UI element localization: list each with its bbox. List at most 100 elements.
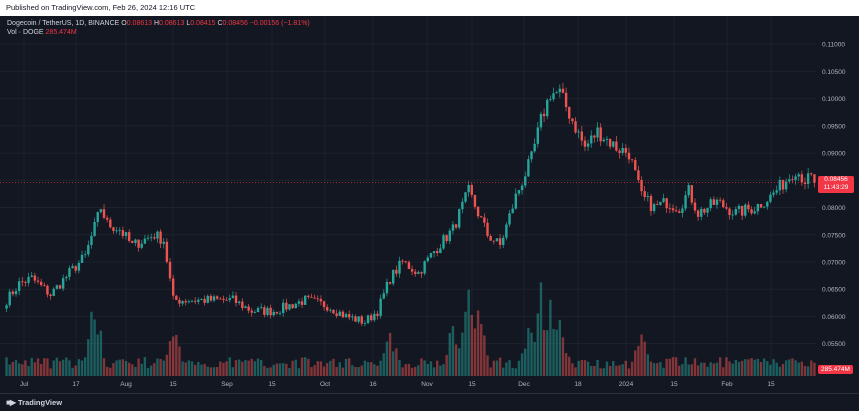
chart-area[interactable]: 0.110000.105000.100000.095000.090000.085… <box>0 16 859 393</box>
volume-bar <box>634 350 637 376</box>
volume-bar <box>678 365 681 376</box>
candle-body <box>225 299 228 301</box>
candle-body <box>52 288 55 296</box>
candle-body <box>762 206 766 208</box>
volume-bar <box>429 361 433 376</box>
candle-body <box>612 141 615 147</box>
candle-body <box>684 195 687 209</box>
volume-bar <box>39 363 43 376</box>
candle-body <box>725 207 728 209</box>
candle-body <box>511 208 514 214</box>
volume-bar <box>775 362 778 376</box>
volume-bar <box>810 360 813 376</box>
price-axis[interactable]: 0.110000.105000.100000.095000.090000.085… <box>822 42 846 348</box>
time-tick-label: Sep <box>221 381 233 388</box>
candle-body <box>275 311 279 314</box>
candle-body <box>14 290 18 295</box>
candle-body <box>495 238 499 242</box>
candles <box>5 82 816 327</box>
volume-bar <box>813 362 816 376</box>
volume-bar <box>696 365 700 376</box>
tradingview-brand[interactable]: ■▶ TradingView <box>6 398 62 407</box>
candle-body <box>520 185 524 191</box>
volume-bar <box>326 363 329 376</box>
volume-bar <box>423 360 426 376</box>
volume-bar <box>461 332 464 376</box>
volume-bar <box>762 358 766 376</box>
candle-body <box>87 245 90 255</box>
candle-body <box>215 296 219 299</box>
volume-bar <box>65 357 68 376</box>
candle-body <box>228 298 231 301</box>
candle-body <box>171 278 175 296</box>
volume-bar <box>687 364 690 376</box>
time-axis[interactable]: Jul 17 Aug 15 Sep 15 Oct 16 Nov 15 Dec 18 2024 15 Feb 1… <box>20 381 775 388</box>
candle-body <box>712 199 716 205</box>
volume-bar <box>580 359 584 376</box>
candle-body <box>190 300 194 302</box>
volume-bar <box>464 311 467 376</box>
volume-bar <box>511 367 514 376</box>
low-value: 0.08415 <box>190 20 216 27</box>
volume-bar <box>489 367 492 376</box>
volume-bar <box>11 361 15 376</box>
volume-bar <box>577 360 580 376</box>
volume-bar <box>294 359 297 376</box>
volume-bar <box>800 361 804 376</box>
candle-body <box>806 173 810 184</box>
volume-bar <box>426 363 429 376</box>
volume-bar <box>357 367 360 376</box>
candle-body <box>659 201 662 205</box>
high-value: 0.08613 <box>159 20 185 27</box>
volume-bar <box>718 357 722 376</box>
volume-bar <box>87 339 90 376</box>
volume-bar <box>83 357 87 376</box>
volume-bar <box>483 335 486 376</box>
candle-body <box>508 213 511 225</box>
volume-bar <box>508 360 511 376</box>
candle-body <box>574 121 577 133</box>
candle-body <box>542 113 546 117</box>
volume-bar <box>363 360 367 376</box>
candle-body <box>498 238 502 245</box>
close-label: C <box>217 20 223 27</box>
candle-body <box>153 237 156 239</box>
candle-body <box>307 295 310 297</box>
candle-body <box>71 266 74 269</box>
candle-body <box>90 235 93 246</box>
volume-bar <box>392 351 395 376</box>
volume-bar <box>146 368 150 376</box>
volume-bar <box>159 359 162 376</box>
candle-body <box>263 307 266 315</box>
volume-bar <box>410 367 414 376</box>
candle-body <box>423 261 426 274</box>
price-tick-label: 0.09000 <box>822 151 846 158</box>
candle-body <box>156 231 159 239</box>
volume-bar <box>360 365 363 376</box>
volume-bar <box>332 358 335 376</box>
time-tick-label: 15 <box>169 381 177 388</box>
volume-bar <box>693 358 697 376</box>
price-chart[interactable]: 0.110000.105000.100000.095000.090000.085… <box>0 16 859 393</box>
volume-bar <box>546 330 549 376</box>
candle-body <box>517 190 521 194</box>
candle-body <box>329 309 332 311</box>
candle-body <box>634 160 637 171</box>
candle-body <box>747 204 750 210</box>
candle-body <box>555 92 558 94</box>
candle-body <box>338 311 341 316</box>
volume-bar <box>668 358 672 376</box>
candle-body <box>718 199 722 201</box>
candle-body <box>766 201 769 207</box>
volume-bar <box>436 360 439 376</box>
volume-bar <box>43 358 46 376</box>
volume-bar <box>379 360 382 376</box>
volume-bar <box>175 334 178 376</box>
last-volume-tag: 285.474M <box>818 365 853 374</box>
candle-body <box>407 262 411 269</box>
volume-bar <box>593 365 596 376</box>
price-tick-label: 0.09500 <box>822 123 846 130</box>
candle-body <box>445 235 448 242</box>
volume-bar <box>225 361 228 376</box>
volume-bar <box>759 362 763 376</box>
